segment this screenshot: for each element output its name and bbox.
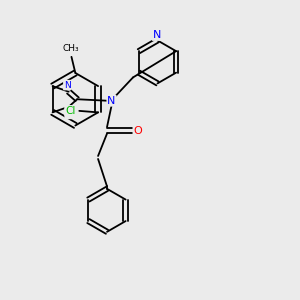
Text: N: N bbox=[153, 30, 161, 40]
Text: CH₃: CH₃ bbox=[63, 44, 79, 53]
Text: O: O bbox=[134, 126, 142, 136]
Text: N: N bbox=[107, 96, 116, 106]
Text: Cl: Cl bbox=[65, 106, 76, 116]
Text: N: N bbox=[64, 81, 70, 90]
Text: S: S bbox=[65, 108, 72, 118]
